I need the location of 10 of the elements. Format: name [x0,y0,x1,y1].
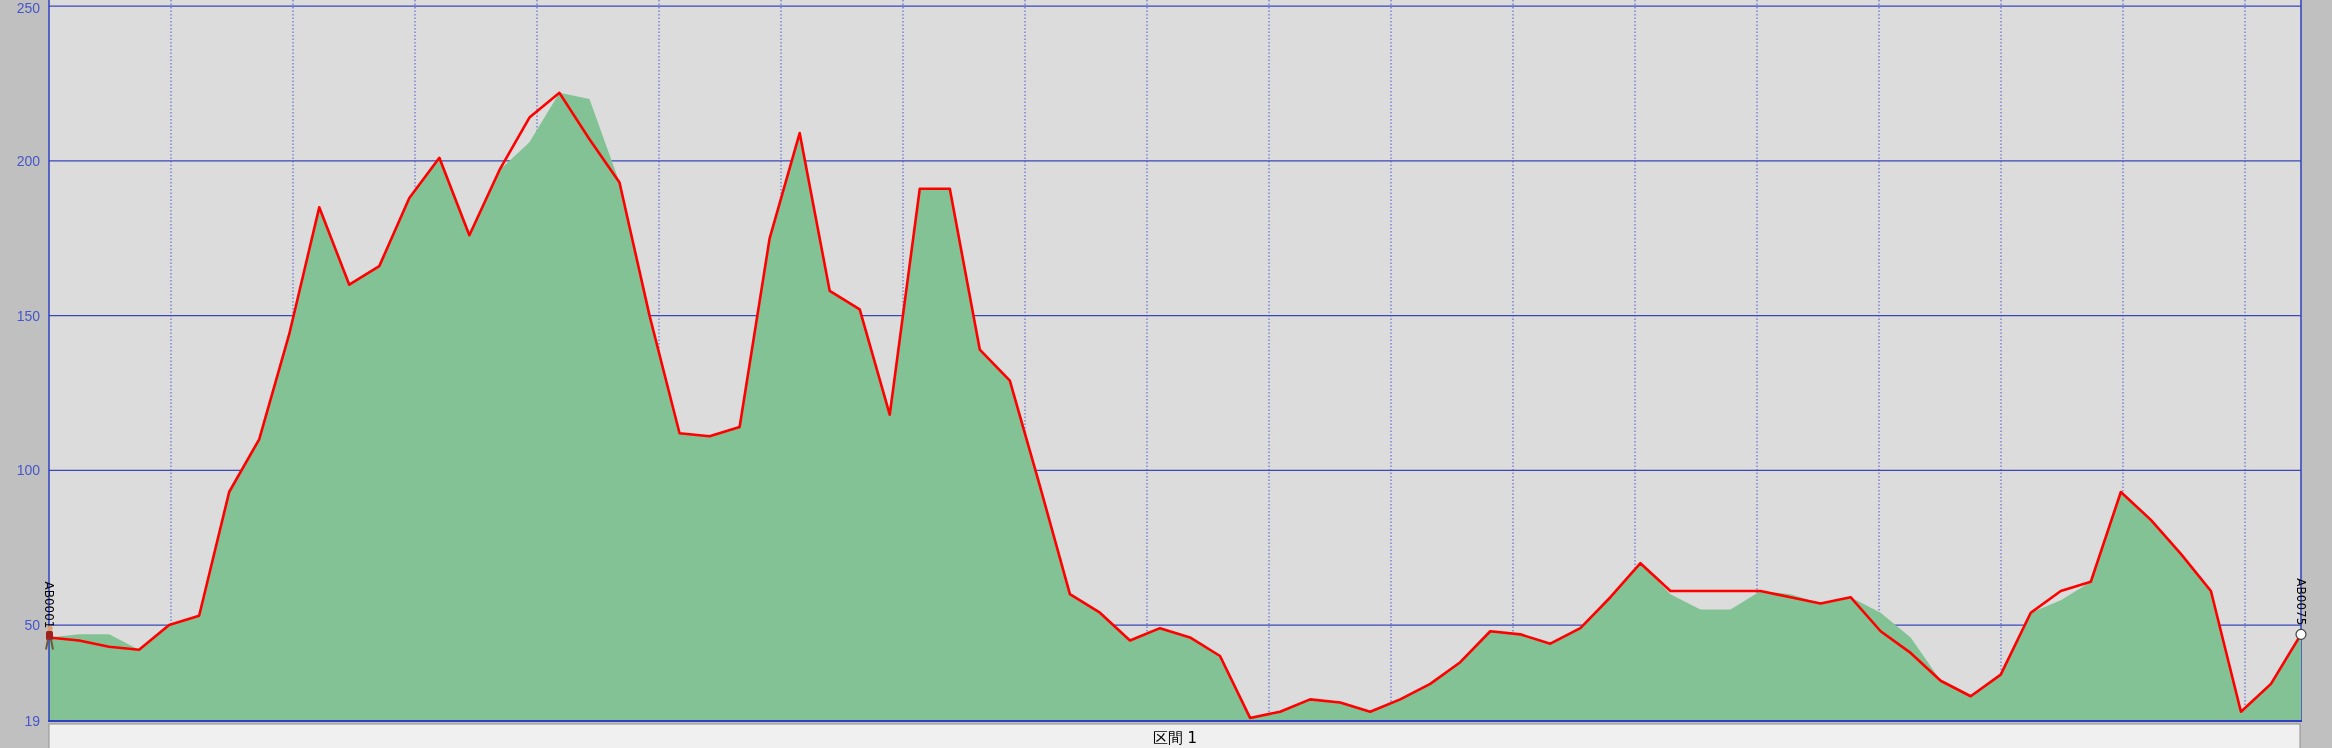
y-tick-label: 250 [16,0,40,16]
y-tick-label: 200 [16,152,40,169]
y-tick-label: 19 [24,713,40,729]
y-tick-label: 100 [16,462,40,479]
x-tick-label: AB0075 [2294,578,2308,626]
x-tick-label: AB0001 [42,581,56,629]
x-axis-title: 区間 1 [1152,729,1198,747]
xlabel: 区間 1 [48,723,2301,748]
y-tick-label: 150 [16,307,40,324]
y-tick-label: 50 [24,617,40,634]
